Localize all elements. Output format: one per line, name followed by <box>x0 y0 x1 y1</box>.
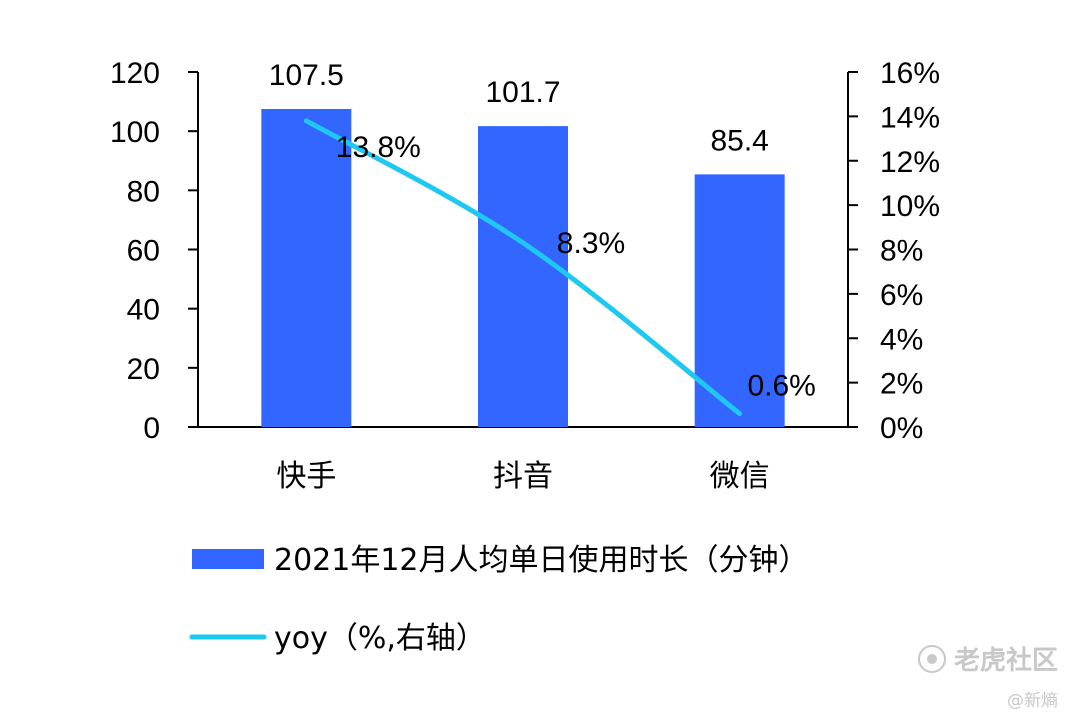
legend: 2021年12月人均单日使用时长（分钟） yoy（%,右轴） <box>189 543 809 656</box>
legend-bar-label: 2021年12月人均单日使用时长（分钟） <box>274 543 809 578</box>
legend-line-label: yoy（%,右轴） <box>274 621 486 656</box>
yoy-line-group <box>303 118 743 417</box>
bar-value-label: 85.4 <box>710 124 768 157</box>
right-axis-tick-label: 0% <box>880 412 923 445</box>
watermark: 老虎社区 <box>917 640 1058 677</box>
yoy-value-label: 13.8% <box>336 131 421 164</box>
yoy-line <box>303 118 743 417</box>
yoy-value-label: 8.3% <box>557 227 625 260</box>
left-axis-tick-label: 100 <box>110 116 160 149</box>
bar-value-label: 101.7 <box>485 76 560 109</box>
watermark-text: 老虎社区 <box>953 646 1058 676</box>
category-label: 快手 <box>276 459 336 494</box>
axes: 0 20 40 60 80 100 120 0% 2% 4% 6% 8% 10% 12% 14% 16% 快手 抖… <box>110 57 940 494</box>
legend-bar-swatch <box>192 549 264 569</box>
tiger-community-logo-icon <box>917 644 946 673</box>
bars <box>261 108 785 428</box>
bar <box>478 126 568 427</box>
data-labels: 107.5 101.7 85.4 13.8% 8.3% 0.6% <box>269 59 816 403</box>
right-axis-tick-label: 14% <box>880 101 940 134</box>
category-label: 抖音 <box>493 459 553 494</box>
left-axis-tick-label: 80 <box>127 175 160 208</box>
left-axis-tick-label: 0 <box>143 412 160 445</box>
left-axis-tick-label: 40 <box>127 294 160 327</box>
yoy-value-label: 0.6% <box>747 370 815 403</box>
bar <box>261 108 352 428</box>
right-axis-tick-label: 16% <box>880 57 940 90</box>
right-axis-tick-label: 6% <box>880 279 923 312</box>
watermark-author: @新熵 <box>1007 691 1058 711</box>
bar-value-label: 107.5 <box>269 59 344 92</box>
left-axis-tick-label: 120 <box>110 57 160 90</box>
right-axis-tick-label: 4% <box>880 323 923 356</box>
right-axis-tick-label: 12% <box>880 146 940 179</box>
category-label: 微信 <box>710 459 770 494</box>
right-axis-tick-label: 10% <box>880 190 940 223</box>
left-axis-tick-label: 60 <box>127 235 160 268</box>
left-axis-tick-label: 20 <box>127 353 160 386</box>
right-axis-tick-label: 2% <box>880 368 923 401</box>
bar <box>694 174 785 427</box>
right-axis-tick-label: 8% <box>880 235 923 268</box>
